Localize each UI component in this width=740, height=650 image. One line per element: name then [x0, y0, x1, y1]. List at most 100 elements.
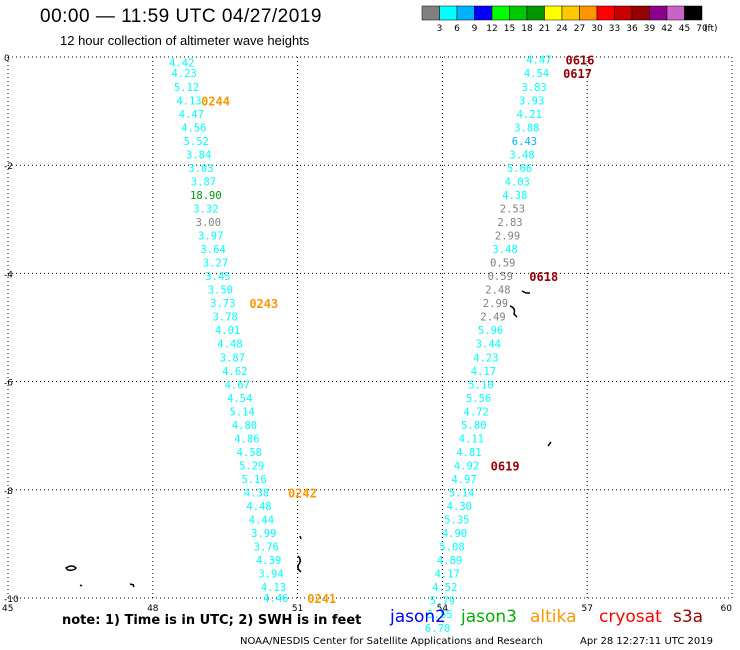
wave-height-point: 5.08: [439, 542, 464, 554]
wave-height-point: 18.90: [190, 190, 222, 202]
wave-height-point: 3.78: [213, 312, 238, 324]
colorbar-tick: 3: [437, 24, 443, 34]
wave-height-point: 3.00: [196, 217, 221, 229]
island-shape: [547, 441, 552, 447]
colorbar-swatch: [684, 5, 703, 21]
wave-height-point: 3.88: [514, 122, 539, 134]
wave-height-point: 2.48: [485, 285, 510, 297]
wave-height-point: 4.67: [225, 379, 250, 391]
colorbar-tick: 24: [556, 24, 568, 34]
legend-s3a: s3a: [673, 607, 704, 627]
wave-height-point: 3.97: [198, 231, 223, 243]
time-stamp-label: 0241: [307, 592, 336, 606]
wave-height-point: 4.47: [526, 55, 551, 67]
wave-height-point: 4.38: [244, 488, 269, 500]
colorbar-tick: 39: [644, 24, 656, 34]
wave-height-point: 3.93: [519, 95, 544, 107]
time-stamp-label: 0244: [201, 94, 230, 108]
wave-height-point: 3.76: [254, 542, 279, 554]
time-stamp-label: 0619: [491, 459, 520, 473]
wave-height-point: 4.42: [169, 57, 194, 69]
wave-height-point: 5.80: [461, 420, 486, 432]
chart-title: 00:00 — 11:59 UTC 04/27/2019: [40, 6, 322, 27]
wave-height-point: 4.11: [459, 433, 484, 445]
island-shape: [509, 290, 530, 318]
wave-height-point: 5.56: [466, 393, 491, 405]
colorbar-swatch: [474, 5, 493, 21]
wave-height-point: 4.17: [471, 366, 496, 378]
units-note: note: 1) Time is in UTC; 2) SWH is in fe…: [62, 613, 362, 628]
colorbar-tick: 30: [591, 24, 603, 34]
legend-jason2: jason2: [390, 607, 446, 627]
wave-height-point: 6.43: [512, 136, 537, 148]
wave-height-point: 3.50: [208, 285, 233, 297]
wave-height-point: 5.55: [427, 609, 452, 621]
wave-height-point: 4.90: [442, 528, 467, 540]
y-tick-label: -8: [4, 487, 13, 497]
wave-height-point: 3.03: [188, 163, 213, 175]
colorbar-unit: (ft): [704, 24, 718, 34]
colorbar-swatch: [614, 5, 633, 21]
y-tick-label: -4: [4, 270, 13, 280]
colorbar-tick: 42: [661, 24, 672, 34]
wave-height-point: 3.44: [476, 339, 501, 351]
wave-height-point: 4.81: [456, 447, 481, 459]
wave-height-point: 5.52: [184, 136, 209, 148]
wave-height-point: 2.49: [480, 312, 505, 324]
wave-height-point: 5.35: [444, 515, 469, 527]
island-shape: [129, 583, 135, 588]
wave-height-point: 2.99: [483, 298, 508, 310]
legend-jason3: jason3: [461, 607, 517, 627]
colorbar-swatch: [544, 5, 563, 21]
wave-height-point: 3.27: [203, 258, 228, 270]
wave-height-point: 4.01: [215, 325, 240, 337]
wave-height-point: 4.13: [261, 582, 286, 594]
wave-height-point: 4.47: [179, 109, 204, 121]
legend-altika: altika: [530, 607, 577, 627]
wave-height-point: 4.48: [217, 339, 242, 351]
wave-height-point: 4.86: [234, 433, 259, 445]
wave-height-point: 4.62: [222, 366, 247, 378]
colorbar-swatch: [526, 5, 545, 21]
colorbar-tick: 12: [486, 24, 497, 34]
wave-height-point: 2.83: [497, 217, 522, 229]
colorbar-swatch: [456, 5, 475, 21]
wave-height-point: 3.73: [210, 298, 235, 310]
x-tick-label: 57: [581, 604, 592, 614]
y-tick-label: -6: [4, 379, 13, 389]
x-tick-label: 60: [721, 604, 733, 614]
wave-height-point: 2.53: [500, 203, 525, 215]
wave-height-point: 3.48: [492, 244, 517, 256]
island-shape: [64, 565, 83, 587]
x-tick-label: 51: [292, 604, 303, 614]
colorbar-swatch: [491, 5, 510, 21]
time-stamp-label: 0618: [529, 270, 558, 284]
x-tick-label: 54: [437, 604, 449, 614]
colorbar-swatch: [596, 5, 615, 21]
colorbar-tick: 36: [626, 24, 638, 34]
wave-height-point: 4.72: [464, 406, 489, 418]
wave-height-point: 4.89: [437, 555, 462, 567]
wave-height-point: 5.10: [468, 379, 493, 391]
colorbar-swatch: [439, 5, 458, 21]
wave-height-point: 2.99: [495, 231, 520, 243]
colorbar-tick: 15: [504, 24, 515, 34]
wave-height-point: 6.70: [425, 623, 450, 635]
wave-height-point: 3.32: [193, 203, 218, 215]
time-stamp-label: 0617: [563, 67, 592, 81]
x-tick-label: 45: [2, 604, 13, 614]
wave-height-point: 5.14: [449, 488, 474, 500]
wave-height-point: 5.79: [430, 596, 455, 608]
wave-height-point: 5.12: [174, 82, 199, 94]
colorbar-tick: 6: [454, 24, 460, 34]
time-stamp-label: 0616: [565, 54, 594, 68]
wave-height-point: 3.99: [251, 528, 276, 540]
wave-height-point: 4.97: [451, 474, 476, 486]
wave-height-point: 4.44: [249, 515, 274, 527]
colorbar-swatch: [579, 5, 598, 21]
colorbar-swatch: [421, 5, 440, 21]
wave-height-point: 0.59: [490, 258, 515, 270]
wave-height-point: 3.83: [521, 82, 546, 94]
y-tick-label: -2: [4, 162, 13, 172]
